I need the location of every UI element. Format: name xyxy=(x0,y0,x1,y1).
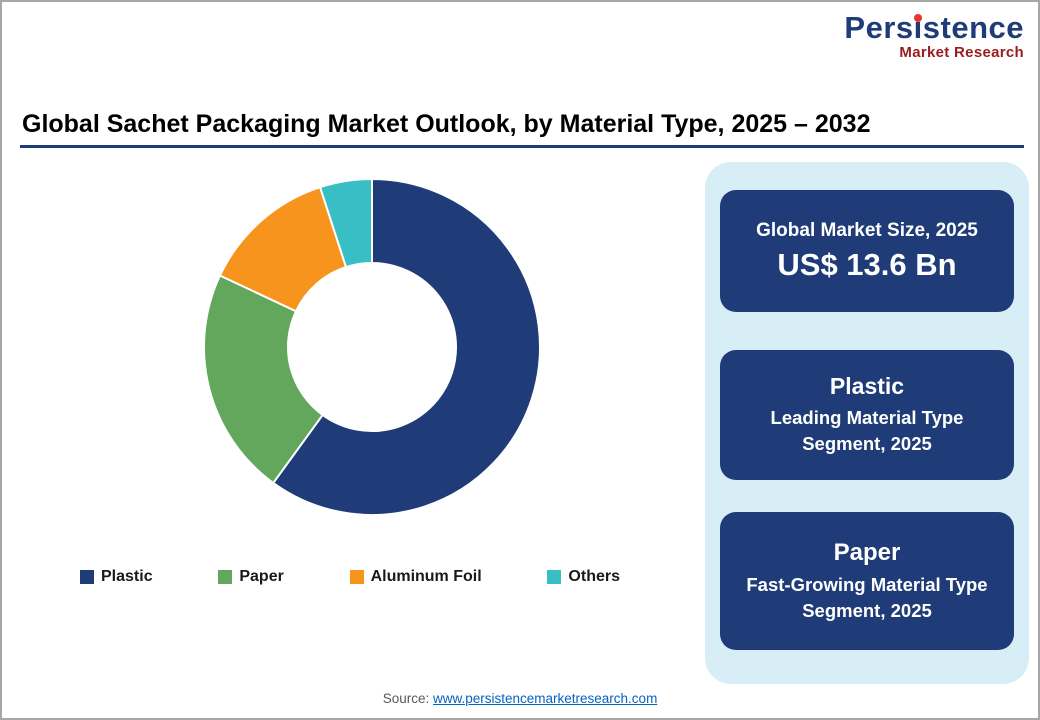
stat-card-value: US$ 13.6 Bn xyxy=(777,246,957,282)
slice-plastic xyxy=(272,178,541,516)
pmr-logo: Persistence Market Research xyxy=(844,10,1024,61)
slice-others xyxy=(319,178,373,269)
paper-swatch-icon xyxy=(218,570,233,584)
legend-label: Others xyxy=(568,568,620,585)
stat-card-description: Fast-Growing Material Type Segment, 2025 xyxy=(746,573,988,621)
stat-card-description: Leading Material Type Segment, 2025 xyxy=(770,407,964,454)
source-link[interactable]: www.persistencemarketresearch.com xyxy=(432,691,658,706)
stat-card-leading-segment: Plastic Leading Material Type Segment, 2… xyxy=(720,350,1014,480)
legend-item-others: Others xyxy=(547,568,620,586)
logo-brand-post: stence xyxy=(922,10,1024,45)
sidebar-panel: Global Market Size, 2025 US$ 13.6 Bn Pla… xyxy=(705,162,1029,684)
title-underline xyxy=(20,145,1024,148)
stat-card-heading: Paper xyxy=(833,538,901,566)
logo-tagline: Market Research xyxy=(899,43,1024,61)
legend-item-paper: Paper xyxy=(218,568,284,586)
chart-legend: Plastic Paper Aluminum Foil Others xyxy=(80,568,620,586)
aluminum-foil-swatch-icon xyxy=(349,570,364,584)
slice-paper xyxy=(203,274,324,484)
stat-card-market-size: Global Market Size, 2025 US$ 13.6 Bn xyxy=(720,190,1014,312)
stat-card-heading: Plastic xyxy=(829,373,905,400)
stat-card-heading: Global Market Size, 2025 xyxy=(756,219,978,241)
others-swatch-icon xyxy=(547,570,562,584)
logo-brand-pre: Pers xyxy=(844,10,914,45)
footer-source: Source: www.persistencemarketresearch.co… xyxy=(2,691,1038,706)
legend-label: Plastic xyxy=(101,568,153,585)
stat-card-fast-growing-segment: Paper Fast-Growing Material Type Segment… xyxy=(720,512,1014,650)
legend-item-aluminum-foil: Aluminum Foil xyxy=(349,568,482,586)
legend-item-plastic: Plastic xyxy=(80,568,153,586)
legend-label: Paper xyxy=(239,568,284,585)
legend-label: Aluminum Foil xyxy=(370,568,482,585)
page-title: Global Sachet Packaging Market Outlook, … xyxy=(22,110,871,138)
logo-brand-i-red-dot: i xyxy=(913,10,923,45)
source-label: Source: xyxy=(382,691,430,706)
plastic-swatch-icon xyxy=(80,570,94,584)
donut-chart xyxy=(203,178,541,516)
logo-brand-text: Persistence xyxy=(844,10,1024,45)
